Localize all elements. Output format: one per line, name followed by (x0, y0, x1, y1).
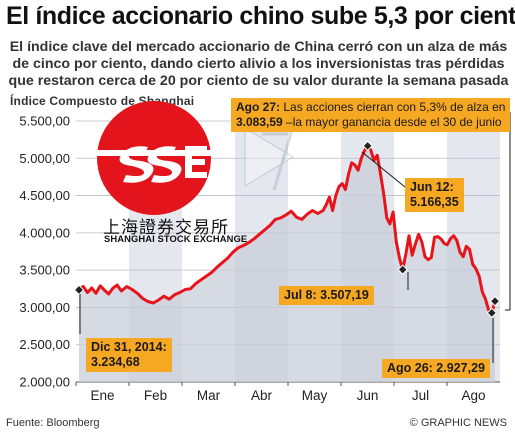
callout-leaders (79, 112, 511, 363)
x-tick-label: Jul (412, 388, 429, 403)
annotation-points (73, 140, 501, 319)
data-point-marker (397, 264, 408, 275)
y-tick-label: 3.500,00 (19, 263, 70, 278)
logo-chinese-text: 上海證券交易所 (103, 218, 229, 238)
callout-jun12-date: Jun 12: (410, 180, 454, 194)
y-axis: 2.000,00 2.500,00 3.000,00 3.500,00 4.000,00… (19, 114, 70, 390)
leader-jun12 (361, 151, 406, 188)
data-point-marker (486, 307, 498, 319)
x-tick-label: Mar (197, 388, 221, 403)
callout-ago26-label: Ago 26: 2.927,29 (387, 361, 485, 375)
y-tick-label: 5.500,00 (19, 114, 70, 129)
watermark-logo (244, 126, 295, 191)
y-tick-label: 4.500,00 (19, 188, 70, 203)
callout-ago27-text2: –la mayor ganancia desde el 30 de junio (282, 115, 502, 129)
callout-jun12-value: 5.166,35 (410, 195, 459, 209)
data-point-marker (73, 284, 85, 296)
x-tick-label: Abr (251, 388, 273, 403)
subtitle: El índice clave del mercado accionario d… (8, 39, 509, 89)
x-tick-label: Feb (144, 388, 167, 403)
sse-logo-icon (94, 101, 216, 215)
x-axis: Ene Feb Mar Abr May Jun Jul Ago (75, 382, 486, 403)
callout-jun12: Jun 12: 5.166,35 (405, 178, 464, 212)
page-title: El índice accionario chino sube 5,3 por … (6, 2, 515, 30)
logo-english-text: SHANGHAI STOCK EXCHANGE (104, 233, 248, 244)
callout-ago27-text1: Las acciones cierran con 5,3% de alza en (280, 100, 506, 114)
callout-ago26: Ago 26: 2.927,29 (382, 359, 490, 378)
credit-note: © GRAPHIC NEWS (409, 417, 507, 429)
callout-jul8: Jul 8: 3.507,19 (279, 286, 374, 305)
callout-ago27-date: Ago 27: (236, 100, 281, 114)
callout-dic31-value: 3.234,68 (91, 355, 140, 369)
area-fill (79, 145, 495, 382)
data-point-marker (362, 140, 373, 152)
x-tick-label: Ago (461, 388, 485, 403)
data-point-marker (489, 295, 501, 307)
callout-jul8-label: Jul 8: 3.507,19 (284, 288, 369, 302)
y-tick-label: 5.000,00 (19, 151, 70, 166)
callout-ago27-value: 3.083,59 (236, 115, 283, 129)
callout-dic31: Dic 31, 2014: 3.234,68 (86, 338, 172, 372)
y-tick-label: 2.500,00 (19, 337, 70, 352)
callout-ago27: Ago 27: Las acciones cierran con 5,3% de… (231, 98, 511, 132)
source-note: Fuente: Bloomberg (6, 417, 100, 429)
x-tick-label: Jun (357, 388, 379, 403)
y-tick-label: 3.000,00 (19, 300, 70, 315)
series-line (78, 144, 497, 315)
y-tick-label: 2.000,00 (19, 375, 70, 390)
x-tick-label: May (302, 388, 328, 403)
y-tick-label: 4.000,00 (19, 225, 70, 240)
x-tick-label: Ene (90, 388, 114, 403)
callout-dic31-date: Dic 31, 2014: (91, 340, 167, 354)
